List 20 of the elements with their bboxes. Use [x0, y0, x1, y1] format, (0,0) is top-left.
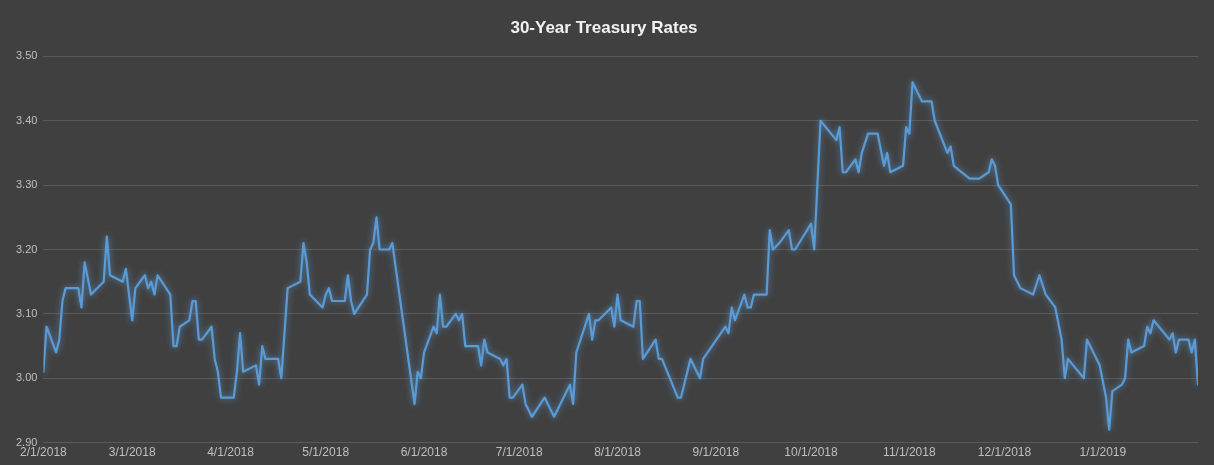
- x-tick-label: 8/1/2018: [594, 445, 642, 460]
- x-tick-label: 5/1/2018: [302, 445, 350, 460]
- x-tick-label: 3/1/2018: [108, 445, 156, 460]
- y-tick-label: 3.30: [15, 178, 38, 191]
- y-tick-label: 3.10: [15, 306, 38, 319]
- y-tick-label: 2.90: [15, 435, 38, 448]
- x-tick-label: 6/1/2018: [400, 445, 448, 460]
- chart-title: 30-Year Treasury Rates: [510, 17, 698, 37]
- y-tick-label: 3.50: [15, 49, 38, 62]
- x-tick-label: 11/1/2018: [883, 445, 936, 460]
- y-tick-label: 3.40: [15, 113, 38, 126]
- x-tick-label: 10/1/2018: [784, 445, 839, 460]
- x-tick-label: 12/1/2018: [977, 445, 1032, 460]
- x-tick-label: 1/1/2019: [1079, 445, 1127, 460]
- x-tick-label: 2/1/2018: [20, 445, 68, 460]
- x-tick-label: 4/1/2018: [207, 445, 255, 460]
- y-tick-label: 3.20: [15, 242, 38, 255]
- x-tick-label: 7/1/2018: [495, 445, 543, 460]
- x-tick-label: 9/1/2018: [692, 445, 740, 460]
- y-tick-label: 3.00: [15, 371, 38, 384]
